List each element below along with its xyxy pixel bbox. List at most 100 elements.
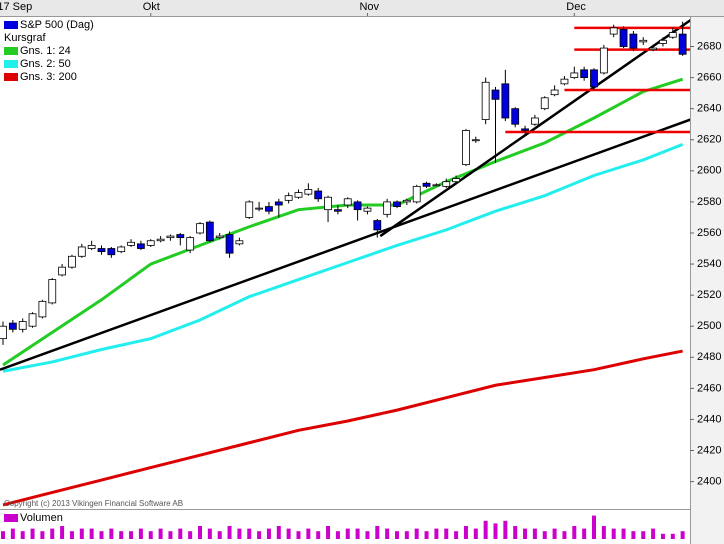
y-tick-label: 2400 [697, 475, 721, 487]
copyright: Copyright (c) 2013 Vikingen Financial So… [4, 499, 183, 508]
volume-bar [532, 528, 537, 539]
candle-body [491, 89, 500, 100]
volume-bar [10, 528, 15, 539]
volume-bar [375, 526, 380, 539]
volume-bar [198, 526, 202, 539]
y-tick-label: 2580 [697, 196, 721, 208]
volume-bar [1, 531, 5, 539]
volume-bar [395, 531, 399, 539]
volume-bar [237, 528, 242, 539]
volume-bar [404, 531, 409, 539]
candle-body [28, 313, 37, 327]
candle-body [107, 248, 116, 256]
candle-body [274, 201, 283, 206]
y-tick-label: 2460 [697, 382, 721, 394]
candle-body [333, 209, 342, 212]
candle-body [422, 182, 431, 187]
legend-label: S&P 500 (Dag) [20, 19, 94, 31]
volume-bar [454, 531, 459, 539]
volume-bar [513, 526, 518, 539]
candle-body [649, 47, 657, 51]
volume-bar [641, 531, 646, 539]
volume-bar [227, 526, 232, 539]
volume-bar [385, 528, 390, 539]
candle-body [471, 139, 480, 142]
candle-body [117, 246, 126, 253]
volume-bar [89, 528, 94, 539]
legend-swatch [4, 514, 18, 522]
candle-body [452, 178, 461, 183]
candle-body [343, 198, 352, 206]
candle-body [304, 189, 313, 195]
volume-bar [276, 526, 281, 539]
volume-bar [296, 531, 301, 539]
volume-bar [316, 531, 321, 539]
candle-body [659, 39, 667, 44]
moving-average [2, 143, 684, 373]
candle-body [265, 206, 273, 212]
volume-bar [542, 531, 547, 539]
volume-bar [493, 523, 498, 539]
candle-body [146, 240, 155, 246]
volume-bar [20, 531, 25, 539]
candle-body [245, 201, 254, 218]
candle-body [156, 238, 165, 242]
volume-bar [582, 528, 587, 539]
candle-body [324, 196, 332, 211]
volume-bar [463, 526, 468, 539]
trendline [379, 19, 690, 238]
y-tick-label: 2620 [697, 134, 721, 146]
candle-body [127, 241, 135, 246]
volume-bar [345, 528, 350, 539]
candle-body [511, 108, 520, 125]
y-tick-label: 2640 [697, 103, 721, 115]
candle-body [0, 325, 7, 340]
volume-bar [651, 528, 656, 539]
volume-bar [257, 531, 262, 539]
volume-bar [670, 533, 675, 539]
volume-bar [207, 528, 212, 539]
candle-body [580, 69, 589, 78]
volume-bar [473, 528, 478, 539]
volume-bar [611, 528, 616, 539]
candle-body [629, 33, 638, 49]
y-tick-label: 2480 [697, 351, 721, 363]
volume-bar [217, 531, 222, 539]
candle-body [196, 223, 204, 234]
legend-swatch [4, 47, 18, 55]
x-tick-label: Nov [359, 1, 379, 13]
candle-body [215, 235, 224, 239]
candle-body [48, 279, 57, 304]
y-tick-label: 2600 [697, 165, 721, 177]
candle-body [58, 266, 66, 276]
candle-body [38, 300, 47, 318]
volume-bar [119, 531, 124, 539]
volume-bar [138, 528, 143, 539]
volume-bar [434, 528, 439, 539]
volume-bar [188, 531, 193, 539]
candle-body [373, 220, 382, 231]
candle-body [87, 245, 96, 249]
x-tick-label: Dec [566, 1, 586, 13]
volume-bar [552, 528, 557, 539]
volume-bar [266, 528, 271, 539]
y-tick-label: 2680 [697, 40, 721, 52]
volume-bar [365, 531, 370, 539]
volume-bar [158, 528, 163, 539]
volume-bar [40, 531, 45, 539]
candle-body [166, 235, 175, 239]
candle-body [353, 201, 362, 211]
candle-body [294, 192, 303, 198]
candle-body [609, 27, 618, 35]
candle-body [590, 69, 598, 88]
volume-bar [30, 528, 35, 539]
candle-body [462, 130, 470, 166]
candle-body [97, 248, 106, 253]
candle-body [432, 184, 441, 187]
volume-bar [326, 526, 331, 539]
candle-body [550, 89, 559, 96]
moving-average [2, 349, 683, 507]
candle-body [599, 47, 608, 74]
candle-body [176, 234, 185, 239]
candle-body [186, 237, 195, 251]
